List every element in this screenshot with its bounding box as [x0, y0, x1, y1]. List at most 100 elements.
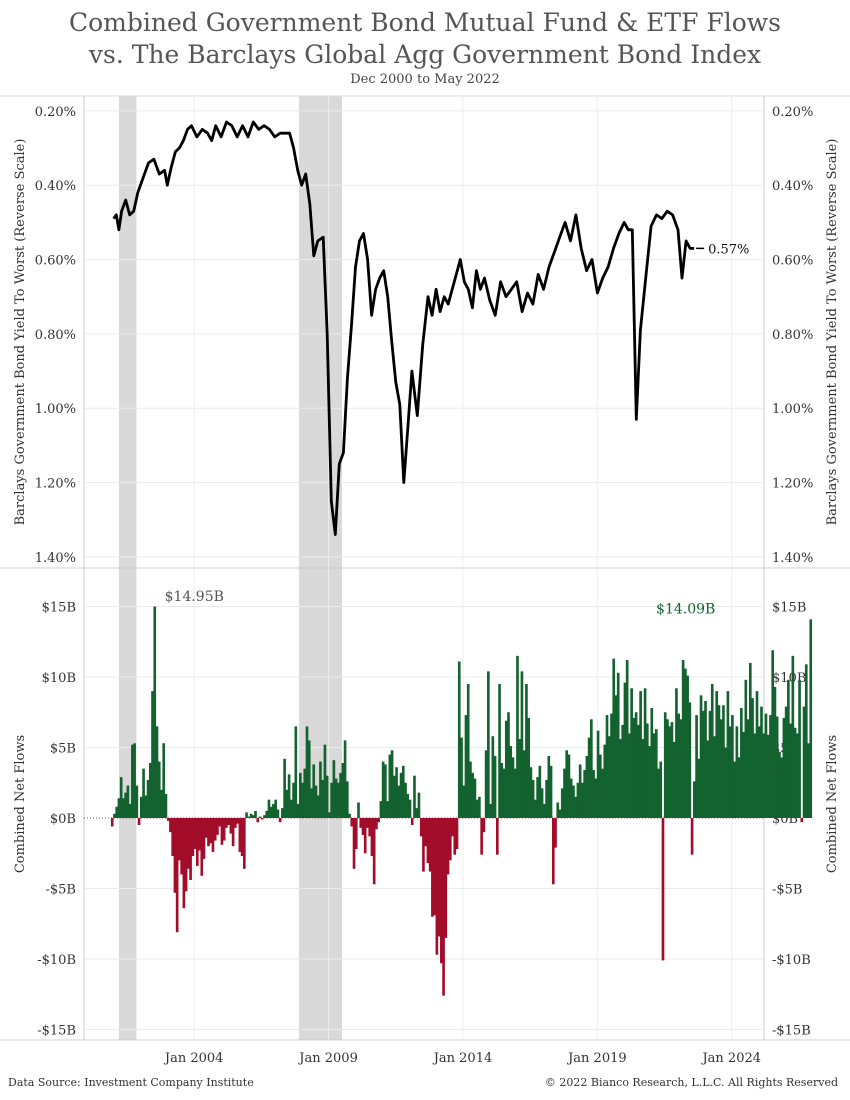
flow-bar	[610, 713, 613, 818]
flow-bar	[265, 810, 269, 818]
flow-bar	[245, 812, 248, 818]
flow-bar	[209, 818, 213, 844]
flow-bar	[719, 719, 723, 818]
flow-bar	[782, 717, 786, 818]
flow-bar	[428, 818, 432, 872]
flow-bar	[695, 715, 698, 818]
flow-bar	[462, 785, 466, 818]
flow-bar	[202, 818, 206, 859]
bottom-left-tick-label: $10B	[42, 671, 76, 686]
flow-bar	[529, 767, 533, 818]
flow-bar	[798, 679, 801, 818]
flow-bar	[319, 761, 322, 818]
flow-bar	[173, 818, 177, 893]
flow-bar	[487, 671, 490, 818]
chart-title-line-2: vs. The Barclays Global Agg Government B…	[88, 40, 762, 69]
flow-bar	[169, 818, 172, 833]
bottom-left-tick-label: $5B	[50, 742, 76, 757]
chart-subtitle: Dec 2000 to May 2022	[350, 72, 500, 87]
flow-bar	[773, 686, 777, 818]
flow-bar	[466, 684, 470, 818]
flow-bar	[361, 818, 365, 835]
flow-bar	[119, 777, 123, 818]
flow-bar	[290, 799, 293, 818]
flow-bar	[195, 818, 199, 866]
flow-bar	[151, 691, 154, 818]
flow-bar	[791, 655, 795, 818]
flow-bar	[381, 761, 385, 818]
flow-bar	[339, 772, 342, 818]
flow-bar	[619, 739, 622, 818]
flow-bar	[229, 818, 233, 834]
flow-bar	[323, 744, 327, 818]
flow-bar	[744, 679, 748, 818]
flow-bar	[769, 715, 772, 818]
top-right-tick-label: 1.20%	[772, 477, 813, 492]
bottom-left-tick-label: $15B	[42, 601, 76, 616]
flow-bar	[784, 706, 788, 818]
flow-bar	[442, 818, 445, 996]
x-tick-label: Jan 2014	[432, 1051, 493, 1066]
flow-bar	[614, 695, 618, 818]
flow-bar	[538, 765, 542, 818]
yield-line	[112, 120, 695, 536]
flow-bar	[598, 754, 602, 818]
flow-bar	[728, 726, 732, 818]
bottom-right-axis-title: Combined Net Flows	[825, 735, 840, 873]
flow-bar	[574, 796, 577, 818]
x-tick-label: Jan 2019	[566, 1051, 627, 1066]
flow-bar	[184, 818, 188, 892]
flow-bar	[422, 818, 425, 872]
flow-bar	[809, 619, 813, 818]
top-right-axis-title: Barclays Government Bond Yield To Worst …	[825, 139, 840, 526]
bottom-left-tick-label: $0B	[50, 812, 76, 827]
flow-bar	[607, 736, 611, 818]
flow-bar	[236, 818, 239, 824]
flow-bar	[316, 795, 320, 818]
last-value-label: 0.57%	[708, 242, 749, 257]
flow-bar	[513, 768, 517, 818]
flow-bar	[500, 763, 504, 818]
flow-bar	[491, 736, 495, 818]
copyright-note: © 2022 Bianco Research, L.L.C. All Right…	[544, 1076, 838, 1089]
x-tick-label: Jan 2009	[297, 1051, 358, 1066]
flow-bar	[260, 818, 264, 820]
flow-bar	[424, 818, 427, 847]
flow-bar	[189, 818, 192, 881]
flow-bar	[238, 818, 242, 852]
flow-bar	[274, 799, 277, 818]
flow-bar	[713, 736, 716, 818]
flow-bar	[621, 724, 625, 818]
flow-bar	[748, 662, 752, 818]
flow-bar	[578, 764, 582, 818]
flow-bar	[558, 809, 562, 818]
top-left-tick-label: 1.00%	[35, 402, 76, 417]
flow-bar	[527, 717, 530, 818]
flow-bar	[144, 795, 148, 818]
flow-bar	[117, 798, 121, 818]
flow-bar	[590, 719, 593, 818]
flow-bar	[650, 708, 654, 818]
flow-bar	[330, 782, 333, 818]
flow-bar	[366, 818, 369, 828]
flow-bar	[504, 720, 508, 818]
top-left-axis-title: Barclays Government Bond Yield To Worst …	[13, 139, 28, 526]
flow-bar	[726, 691, 730, 818]
top-left-tick-label: 0.60%	[35, 254, 76, 269]
flow-bar	[166, 818, 170, 821]
flow-bar	[565, 750, 569, 818]
flow-bar	[164, 794, 168, 818]
flow-bar	[554, 818, 557, 848]
flow-bar	[363, 818, 367, 854]
flow-bar	[708, 710, 712, 818]
x-tick-label: Jan 2024	[700, 1051, 761, 1066]
flow-bar	[475, 799, 479, 818]
flow-bar	[592, 770, 595, 818]
flow-bar	[511, 757, 515, 818]
flow-bar	[115, 806, 119, 818]
flow-bar	[142, 768, 145, 818]
flow-bar	[227, 818, 230, 826]
flow-bar	[520, 671, 524, 818]
flow-bar	[536, 777, 539, 818]
flow-bar	[269, 806, 273, 818]
